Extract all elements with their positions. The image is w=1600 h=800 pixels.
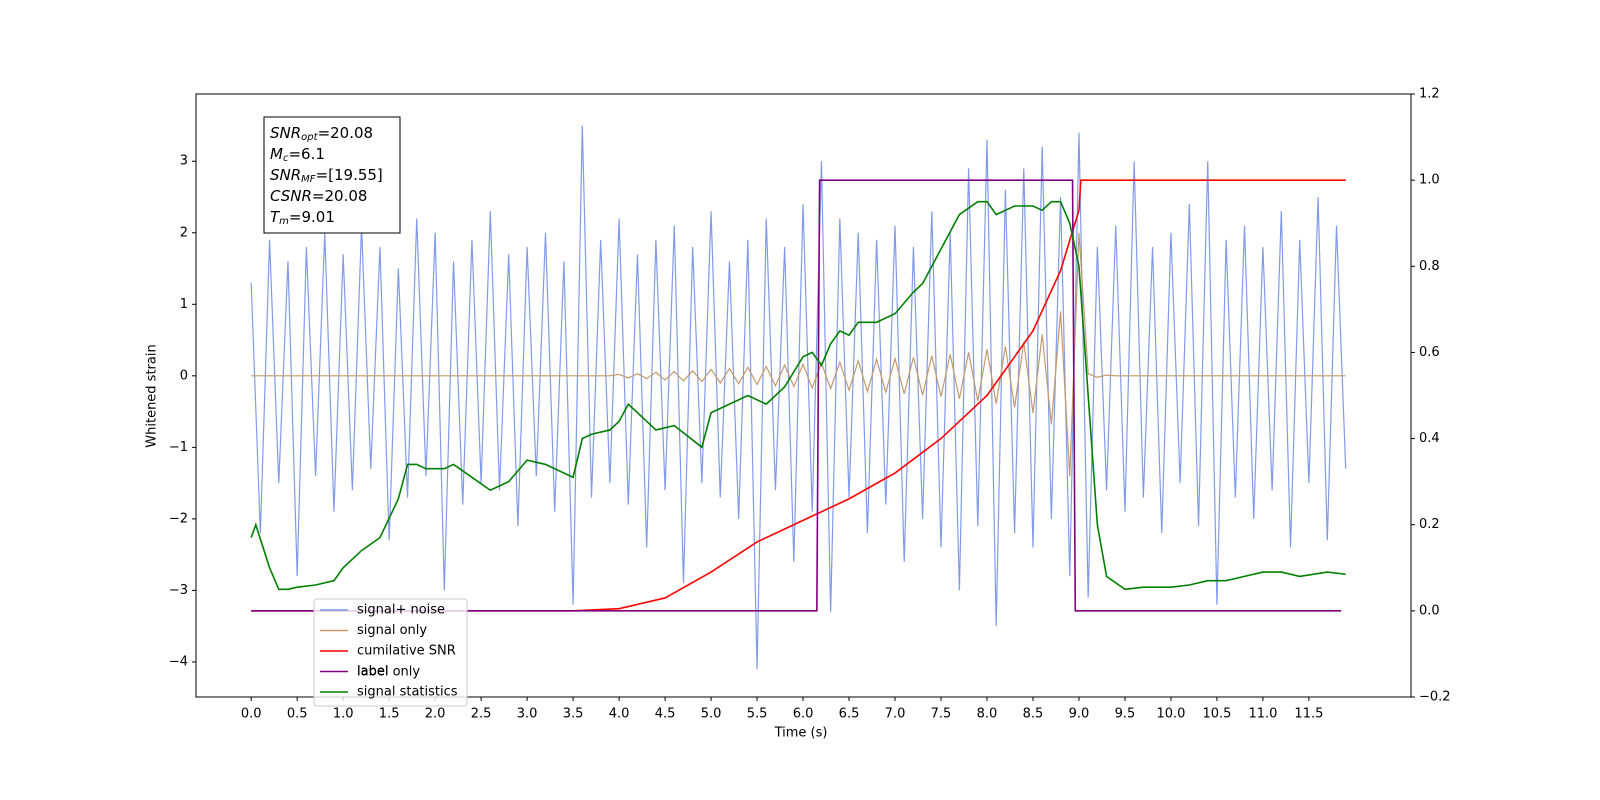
legend-label: signal statistics <box>357 685 458 700</box>
annotation-subscript: opt <box>301 132 318 143</box>
x-tick-label: 0.0 <box>241 707 262 722</box>
x-axis-label: Time (s) <box>774 726 828 741</box>
x-tick-label: 10.0 <box>1156 707 1185 722</box>
x-tick-label: 1.0 <box>333 707 354 722</box>
annotation-line: Mc=6.1 <box>270 145 325 165</box>
legend-label: signal+ noise <box>357 603 445 618</box>
annotation-box <box>263 116 401 234</box>
x-tick-label: 5.5 <box>747 707 768 722</box>
annotation-line: Tm=9.01 <box>270 208 335 228</box>
annotation-value: =[19.55] <box>316 166 383 184</box>
y2-tick-label: 0.6 <box>1419 345 1440 360</box>
annotation-line: SNRopt=20.08 <box>270 124 373 144</box>
y2-tick-label: −0.2 <box>1419 690 1451 705</box>
x-tick-label: 8.0 <box>977 707 998 722</box>
legend-label: signal only <box>357 623 427 638</box>
x-tick-label: 9.5 <box>1115 707 1136 722</box>
series-line <box>251 179 1342 612</box>
x-tick-label: 3.5 <box>563 707 584 722</box>
x-tick-label: 0.5 <box>287 707 308 722</box>
annotation-line: CSNR=20.08 <box>270 187 367 205</box>
series-line <box>251 179 1346 612</box>
x-tick-label: 10.5 <box>1202 707 1231 722</box>
annotation-subscript: c <box>283 153 289 164</box>
legend-label: cumilative SNR <box>357 644 456 659</box>
series-line <box>251 232 1346 477</box>
x-tick-label: 1.5 <box>379 707 400 722</box>
y2-tick-label: 0.4 <box>1419 431 1440 446</box>
x-tick-label: 8.5 <box>1023 707 1044 722</box>
annotation-value: =9.01 <box>289 208 335 226</box>
annotation-symbol: T <box>270 208 281 226</box>
series-line <box>250 200 1346 591</box>
x-tick-label: 4.5 <box>655 707 676 722</box>
y-tick-label: 3 <box>180 154 188 169</box>
x-tick-label: 4.0 <box>609 707 630 722</box>
annotation-symbol: SNR <box>270 166 301 184</box>
y-axis-label: Whitened strain <box>145 344 160 447</box>
x-tick-label: 9.0 <box>1069 707 1090 722</box>
x-tick-label: 2.0 <box>425 707 446 722</box>
annotation-symbol: CSNR <box>270 187 312 205</box>
y2-tick-label: 0.8 <box>1419 259 1440 274</box>
annotation-line: SNRMF=[19.55] <box>270 166 383 186</box>
legend-label: label only <box>357 665 420 680</box>
x-tick-label: 2.5 <box>471 707 492 722</box>
annotation-subscript: m <box>279 216 289 227</box>
x-tick-label: 5.0 <box>701 707 722 722</box>
x-tick-label: 7.5 <box>931 707 952 722</box>
x-tick-label: 6.0 <box>793 707 814 722</box>
y2-tick-label: 0.2 <box>1419 517 1440 532</box>
x-tick-label: 6.5 <box>839 707 860 722</box>
y2-tick-label: 1.2 <box>1419 87 1440 102</box>
y-tick-label: −1 <box>169 440 188 455</box>
y2-tick-label: 1.0 <box>1419 173 1440 188</box>
x-tick-label: 7.0 <box>885 707 906 722</box>
y-tick-label: −4 <box>169 654 188 669</box>
x-tick-label: 11.0 <box>1248 707 1277 722</box>
y-tick-label: 0 <box>180 368 188 383</box>
y-tick-label: 1 <box>180 297 188 312</box>
annotation-subscript: MF <box>301 174 316 185</box>
x-tick-label: 11.5 <box>1294 707 1323 722</box>
legend-label: label <box>357 664 388 679</box>
annotation-value: =20.08 <box>312 187 368 205</box>
x-tick-label: 3.0 <box>517 707 538 722</box>
annotation-symbol: SNR <box>270 124 301 142</box>
y-tick-label: −3 <box>169 583 188 598</box>
series-line <box>250 125 1347 670</box>
annotation-symbol: M <box>270 145 283 163</box>
annotation-value: =20.08 <box>318 124 374 142</box>
y-tick-label: −2 <box>169 511 188 526</box>
annotation-value: =6.1 <box>288 145 324 163</box>
y-tick-label: 2 <box>180 225 188 240</box>
legend-box <box>313 598 468 707</box>
y2-tick-label: 0.0 <box>1419 603 1440 618</box>
